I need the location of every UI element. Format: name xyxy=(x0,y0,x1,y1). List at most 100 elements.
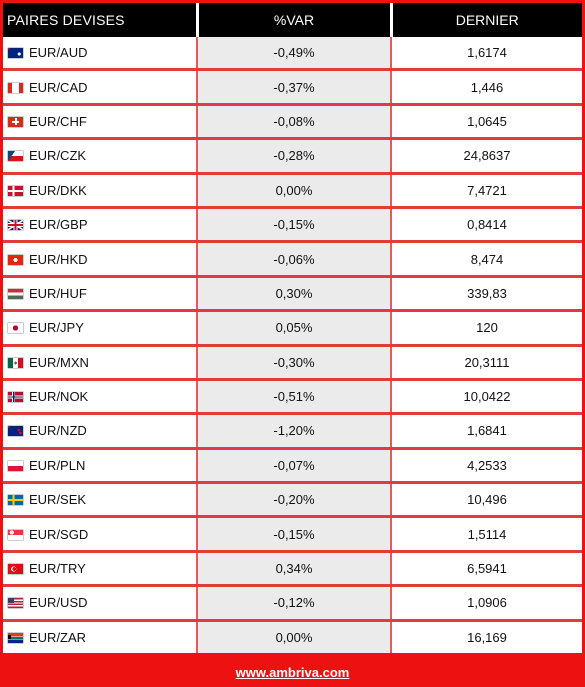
pair-label: EUR/SGD xyxy=(29,526,89,542)
pair-label: EUR/MXN xyxy=(29,354,89,370)
table-row: EUR/ZAR 0,00% 16,169 xyxy=(3,620,582,654)
column-header-last: DERNIER xyxy=(391,3,582,37)
last-cell: 1,0906 xyxy=(391,585,582,622)
last-cell: 1,6841 xyxy=(391,413,582,450)
pair-label: EUR/DKK xyxy=(29,182,87,198)
pair-label: EUR/NOK xyxy=(29,389,89,405)
turkey-flag-icon xyxy=(8,564,23,575)
pair-cell: EUR/HUF xyxy=(3,276,198,313)
last-cell: 4,2533 xyxy=(391,448,582,485)
column-header-pair: PAIRES DEVISES xyxy=(3,3,199,37)
last-cell: 10,0422 xyxy=(391,379,582,416)
table-row: EUR/JPY 0,05% 120 xyxy=(3,310,582,347)
table-row: EUR/HKD -0,06% 8,474 xyxy=(3,241,582,278)
table-row: EUR/MXN -0,30% 20,3111 xyxy=(3,345,582,381)
south-africa-flag-icon xyxy=(8,632,23,643)
pair-cell: EUR/CAD xyxy=(3,69,198,106)
pair-cell: EUR/CHF xyxy=(3,104,198,141)
last-cell: 1,446 xyxy=(391,69,582,106)
pair-cell: EUR/SGD xyxy=(3,516,198,553)
sweden-flag-icon xyxy=(8,495,23,506)
table-row: EUR/SGD -0,15% 1,5114 xyxy=(3,516,582,553)
pair-cell: EUR/NOK xyxy=(3,379,198,416)
last-cell: 16,169 xyxy=(391,620,582,654)
pair-label: EUR/USD xyxy=(29,595,88,611)
var-cell: 0,00% xyxy=(197,620,392,654)
table-row: EUR/PLN -0,07% 4,2533 xyxy=(3,448,582,485)
japan-flag-icon xyxy=(8,323,23,334)
last-cell: 10,496 xyxy=(391,482,582,519)
table-row: EUR/CZK -0,28% 24,8637 xyxy=(3,138,582,175)
pair-label: EUR/CAD xyxy=(29,79,88,95)
last-cell: 20,3111 xyxy=(391,345,582,381)
pair-label: EUR/AUD xyxy=(29,45,88,61)
pair-label: EUR/PLN xyxy=(29,457,86,473)
last-cell: 8,474 xyxy=(391,241,582,278)
table-row: EUR/USD -0,12% 1,0906 xyxy=(3,585,582,622)
last-cell: 0,8414 xyxy=(391,207,582,244)
australia-flag-icon xyxy=(8,48,23,59)
last-cell: 1,0645 xyxy=(391,104,582,141)
pair-label: EUR/ZAR xyxy=(29,629,87,645)
var-cell: -0,08% xyxy=(197,104,392,141)
last-cell: 1,5114 xyxy=(391,516,582,553)
pair-label: EUR/SEK xyxy=(29,492,87,508)
pair-label: EUR/CZK xyxy=(29,148,87,164)
table-row: EUR/GBP -0,15% 0,8414 xyxy=(3,207,582,244)
hungary-flag-icon xyxy=(8,288,23,299)
poland-flag-icon xyxy=(8,460,23,471)
table-row: EUR/NZD -1,20% 1,6841 xyxy=(3,413,582,450)
table-row: EUR/TRY 0,34% 6,5941 xyxy=(3,551,582,588)
website-link[interactable]: www.ambriva.com xyxy=(235,665,350,680)
pair-label: EUR/HKD xyxy=(29,251,88,267)
table-row: EUR/AUD -0,49% 1,6174 xyxy=(3,37,582,72)
footer: www.ambriva.com xyxy=(0,660,585,687)
pair-label: EUR/JPY xyxy=(29,320,84,336)
last-cell: 7,4721 xyxy=(391,173,582,209)
pair-cell: EUR/JPY xyxy=(3,310,198,347)
pair-cell: EUR/TRY xyxy=(3,551,198,588)
norway-flag-icon xyxy=(8,392,23,403)
usa-flag-icon xyxy=(8,598,23,609)
var-cell: -0,15% xyxy=(197,207,392,244)
czech-flag-icon xyxy=(8,151,23,162)
table-row: EUR/DKK 0,00% 7,4721 xyxy=(3,173,582,209)
pair-cell: EUR/DKK xyxy=(3,173,198,209)
var-cell: -0,12% xyxy=(197,585,392,622)
pair-cell: EUR/CZK xyxy=(3,138,198,175)
table-row: EUR/CAD -0,37% 1,446 xyxy=(3,69,582,106)
new-zealand-flag-icon xyxy=(8,426,23,437)
var-cell: -0,30% xyxy=(197,345,392,381)
table-row: EUR/NOK -0,51% 10,0422 xyxy=(3,379,582,416)
table-row: EUR/SEK -0,20% 10,496 xyxy=(3,482,582,519)
pair-label: EUR/HUF xyxy=(29,285,87,301)
var-cell: -0,20% xyxy=(197,482,392,519)
var-cell: -0,15% xyxy=(197,516,392,553)
pair-label: EUR/TRY xyxy=(29,561,86,577)
hong-kong-flag-icon xyxy=(8,254,23,265)
last-cell: 24,8637 xyxy=(391,138,582,175)
currency-table: PAIRES DEVISES %VAR DERNIER EUR/AUD -0,49… xyxy=(3,3,582,654)
pair-cell: EUR/HKD xyxy=(3,241,198,278)
last-cell: 1,6174 xyxy=(391,37,582,72)
table-row: EUR/HUF 0,30% 339,83 xyxy=(3,276,582,313)
denmark-flag-icon xyxy=(8,185,23,196)
switzerland-flag-icon xyxy=(8,116,23,127)
table-body: EUR/AUD -0,49% 1,6174 EUR/CAD -0,37% 1,446 EUR… xyxy=(3,37,582,654)
singapore-flag-icon xyxy=(8,529,23,540)
pair-cell: EUR/MXN xyxy=(3,345,198,381)
var-cell: -0,37% xyxy=(197,69,392,106)
pair-cell: EUR/ZAR xyxy=(3,620,198,654)
var-cell: -0,07% xyxy=(197,448,392,485)
var-cell: 0,30% xyxy=(197,276,392,313)
last-cell: 120 xyxy=(391,310,582,347)
uk-flag-icon xyxy=(8,220,23,231)
var-cell: -0,28% xyxy=(197,138,392,175)
last-cell: 6,5941 xyxy=(391,551,582,588)
table-header: PAIRES DEVISES %VAR DERNIER xyxy=(3,3,582,37)
canada-flag-icon xyxy=(8,82,23,93)
pair-cell: EUR/SEK xyxy=(3,482,198,519)
pair-label: EUR/GBP xyxy=(29,217,88,233)
pair-cell: EUR/USD xyxy=(3,585,198,622)
